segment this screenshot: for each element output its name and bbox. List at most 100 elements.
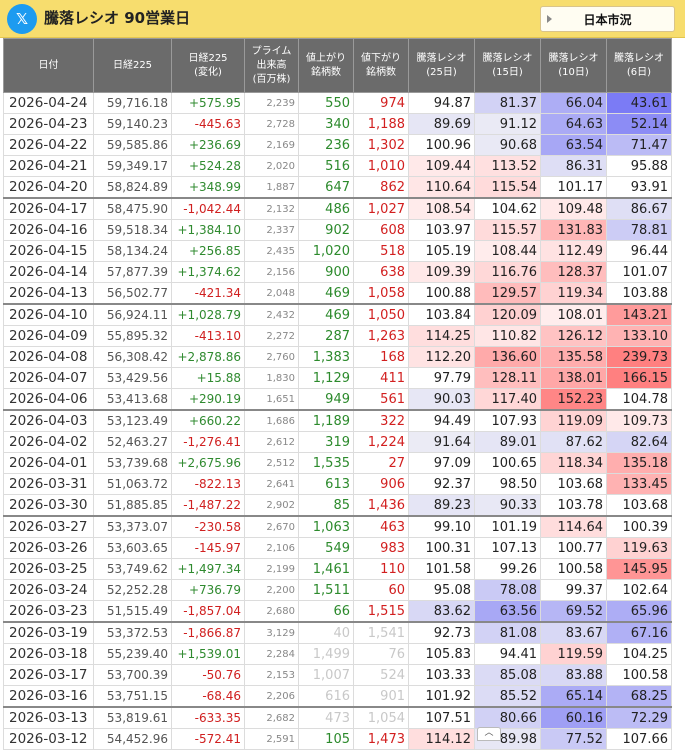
table-cell: 129.57: [474, 282, 541, 305]
table-cell: 86.31: [540, 155, 607, 177]
table-cell: 89.01: [474, 431, 541, 453]
table-cell: 135.18: [606, 452, 672, 474]
table-cell: 2,156: [244, 261, 299, 283]
table-cell: 411: [353, 367, 409, 389]
table-cell: 983: [353, 537, 409, 559]
table-cell: 2026-04-07: [3, 367, 94, 389]
column-header-text: 日経225: [112, 59, 153, 71]
table-cell: 57,877.39: [93, 261, 172, 283]
table-cell: 2,728: [244, 113, 299, 135]
table-row: 2026-04-20 58,824.89 +348.99 1,887 647 862 110…: [3, 176, 672, 199]
table-cell: 58,824.89: [93, 176, 172, 199]
table-row: 2026-03-30 51,885.85 -1,487.22 2,902 85 1,436…: [3, 494, 672, 517]
table-cell: +524.28: [171, 155, 245, 177]
column-header[interactable]: 騰落レシオ (15日): [474, 38, 541, 93]
table-cell: 1,511: [298, 579, 354, 601]
table-cell: 101.58: [408, 558, 475, 580]
table-cell: 67.16: [606, 621, 672, 644]
table-cell: 53,413.68: [93, 388, 172, 411]
table-cell: 1,887: [244, 176, 299, 199]
table-cell: +660.22: [171, 409, 245, 432]
table-cell: 82.64: [606, 431, 672, 453]
table-cell: 2026-03-25: [3, 558, 94, 580]
column-header-text: 騰落レシオ: [614, 52, 664, 64]
table-cell: 2026-03-19: [3, 621, 94, 644]
table-cell: -421.34: [171, 282, 245, 305]
table-cell: 89.23: [408, 494, 475, 517]
x-logo-icon[interactable]: 𝕏: [7, 4, 37, 34]
table-cell: 2026-04-24: [3, 92, 94, 114]
table-cell: +256.85: [171, 240, 245, 262]
table-cell: 2026-03-24: [3, 579, 94, 601]
table-cell: 53,372.53: [93, 621, 172, 644]
table-row: 2026-04-15 58,134.24 +256.85 2,435 1,020 518 1…: [3, 240, 672, 262]
column-header-text: 値下がり: [361, 52, 401, 64]
table-cell: 103.97: [408, 219, 475, 241]
table-cell: 2026-03-23: [3, 600, 94, 623]
table-cell: 107.13: [474, 537, 541, 559]
table-cell: 119.34: [540, 282, 607, 305]
table-cell: 90.33: [474, 494, 541, 517]
table-cell: 166.15: [606, 367, 672, 389]
table-cell: 65.14: [540, 685, 607, 708]
table-row: 2026-04-24 59,716.18 +575.95 2,239 550 974 94.…: [3, 92, 672, 114]
ratio-table: 日付 日経225 日経225 (変化) プライム 出来高 (百万株) 値上がり 銘柄数 値下がり銘…: [3, 38, 672, 750]
table-cell: 89.69: [408, 113, 475, 135]
table-cell: 469: [298, 303, 354, 326]
table-cell: 105.83: [408, 643, 475, 665]
column-header[interactable]: 日経225: [93, 38, 172, 93]
table-cell: -413.10: [171, 325, 245, 347]
table-cell: -1,487.22: [171, 494, 245, 517]
table-cell: 2026-04-23: [3, 113, 94, 135]
table-cell: -1,276.41: [171, 431, 245, 453]
column-header[interactable]: 日経225 (変化): [171, 38, 245, 93]
table-cell: 56,308.42: [93, 346, 172, 368]
table-cell: 55,239.40: [93, 643, 172, 665]
column-header[interactable]: 騰落レシオ (6日): [606, 38, 672, 93]
market-select[interactable]: 日本市況: [540, 6, 675, 32]
table-cell: 94.49: [408, 409, 475, 432]
table-cell: 236: [298, 134, 354, 156]
table-cell: 109.73: [606, 409, 672, 432]
column-header-text: 騰落レシオ: [482, 52, 533, 64]
table-row: 2026-04-03 53,123.49 +660.22 1,686 1,189 322 9…: [3, 409, 672, 432]
scroll-up-icon[interactable]: ︿: [477, 727, 501, 741]
table-cell: 136.60: [474, 346, 541, 368]
column-header-text: 値上がり: [306, 52, 346, 64]
table-cell: 83.88: [540, 664, 607, 686]
table-cell: 2026-04-14: [3, 261, 94, 283]
table-cell: 2,239: [244, 92, 299, 114]
table-row: 2026-04-08 56,308.42 +2,878.86 2,760 1,383 16…: [3, 346, 672, 368]
table-header-row: 日付 日経225 日経225 (変化) プライム 出来高 (百万株) 値上がり 銘柄数 値下がり銘…: [3, 38, 672, 93]
column-header[interactable]: 日付: [3, 38, 94, 93]
table-row: 2026-04-23 59,140.23 -445.63 2,728 340 1,188 8…: [3, 113, 672, 135]
table-cell: 1,189: [298, 409, 354, 432]
column-header[interactable]: 騰落レシオ (25日): [408, 38, 475, 93]
column-header[interactable]: 騰落レシオ (10日): [540, 38, 607, 93]
table-cell: 56,502.77: [93, 282, 172, 305]
column-header[interactable]: 値下がり 銘柄数: [353, 38, 409, 93]
table-row: 2026-04-06 53,413.68 +290.19 1,651 949 561 90.…: [3, 388, 672, 411]
column-header[interactable]: 値上がり 銘柄数: [298, 38, 354, 93]
table-cell: +1,374.62: [171, 261, 245, 283]
table-cell: 2026-04-03: [3, 409, 94, 432]
table-cell: 1,263: [353, 325, 409, 347]
table-cell: 1,686: [244, 409, 299, 432]
table-cell: 59,140.23: [93, 113, 172, 135]
table-cell: 120.09: [474, 303, 541, 326]
table-cell: 2,199: [244, 558, 299, 580]
table-row: 2026-04-22 59,585.86 +236.69 2,169 236 1,302 1…: [3, 134, 672, 156]
table-cell: 1,535: [298, 452, 354, 474]
table-cell: 60: [353, 579, 409, 601]
table-row: 2026-04-13 56,502.77 -421.34 2,048 469 1,058 1…: [3, 282, 672, 305]
table-cell: 94.87: [408, 92, 475, 114]
table-cell: -230.58: [171, 515, 245, 538]
table-row: 2026-04-21 59,349.17 +524.28 2,020 516 1,010 1…: [3, 155, 672, 177]
table-cell: 104.62: [474, 197, 541, 220]
table-cell: 100.96: [408, 134, 475, 156]
table-cell: 97.79: [408, 367, 475, 389]
table-cell: 2,612: [244, 431, 299, 453]
column-header[interactable]: プライム 出来高 (百万株): [244, 38, 299, 93]
table-cell: 2,284: [244, 643, 299, 665]
table-cell: 524: [353, 664, 409, 686]
